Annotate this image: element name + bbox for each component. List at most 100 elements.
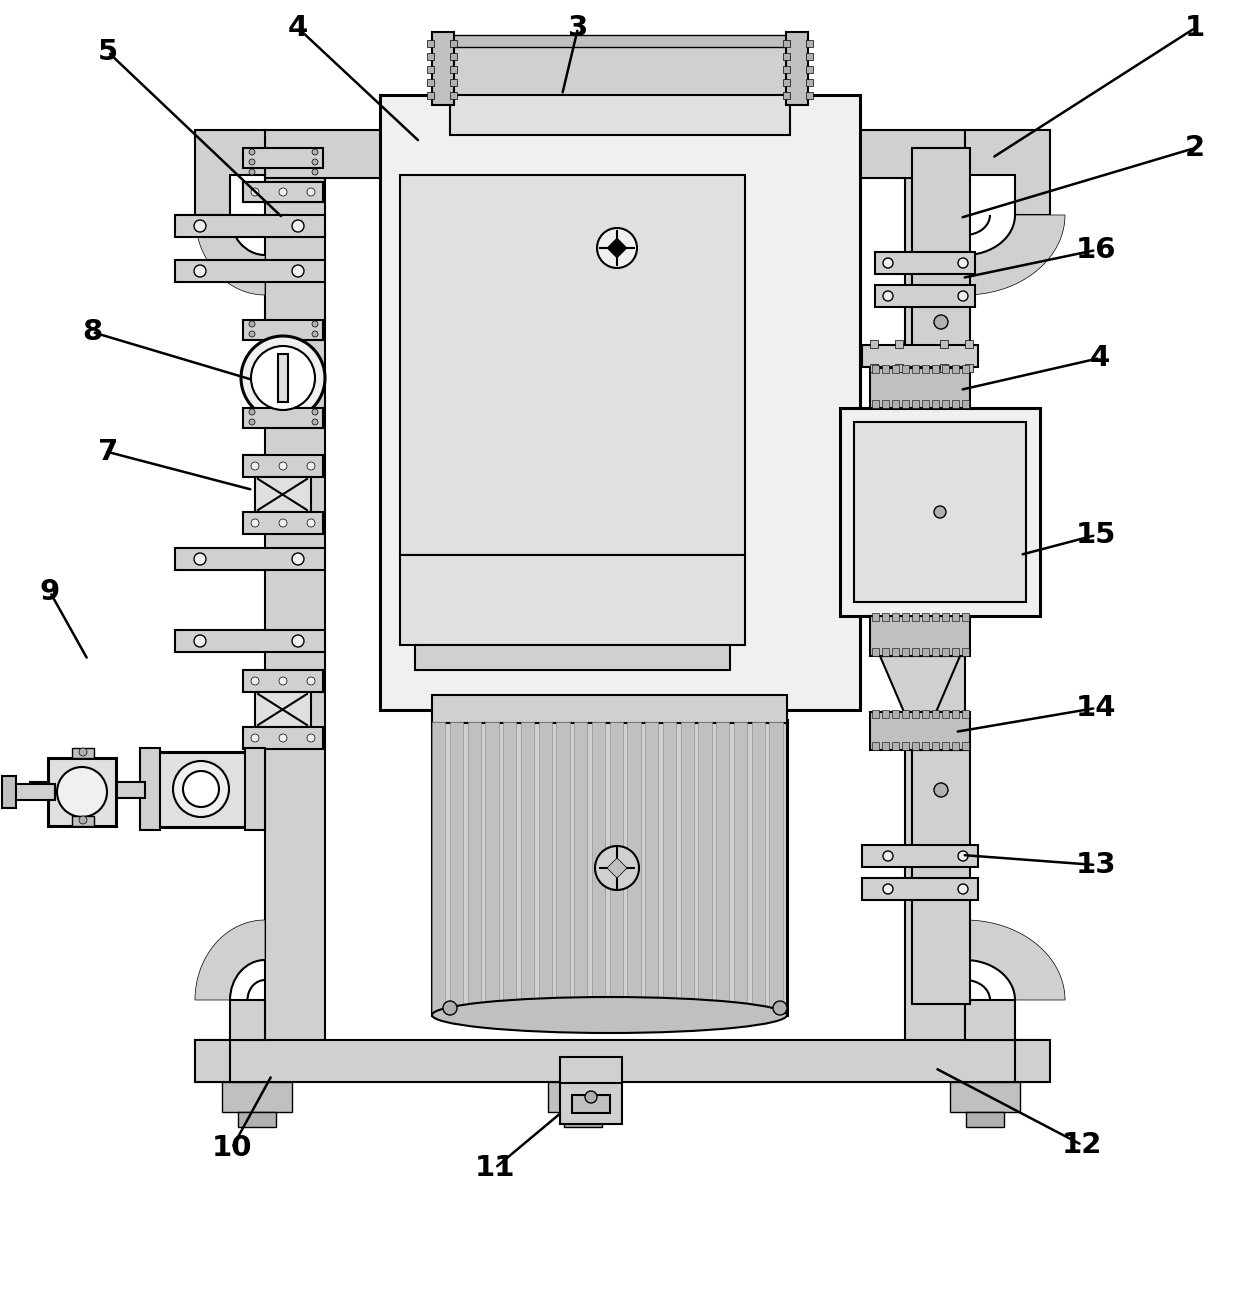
Bar: [901, 648, 909, 656]
Bar: [427, 66, 434, 73]
Circle shape: [308, 462, 315, 470]
Bar: [942, 400, 949, 407]
Bar: [769, 722, 782, 1013]
Circle shape: [312, 321, 317, 328]
Bar: [923, 741, 929, 751]
Bar: [503, 722, 516, 1013]
Polygon shape: [195, 215, 265, 295]
Bar: [195, 1040, 1045, 1082]
Circle shape: [249, 149, 255, 155]
Bar: [895, 341, 903, 348]
Bar: [962, 741, 968, 751]
Circle shape: [595, 846, 639, 889]
Circle shape: [249, 331, 255, 337]
Bar: [882, 648, 889, 656]
Circle shape: [193, 635, 206, 647]
Circle shape: [312, 331, 317, 337]
Bar: [932, 400, 939, 407]
Circle shape: [184, 772, 219, 807]
Bar: [564, 1112, 601, 1127]
Circle shape: [291, 635, 304, 647]
Bar: [450, 66, 458, 73]
Bar: [872, 710, 879, 718]
Bar: [485, 722, 498, 1013]
Bar: [966, 1112, 1004, 1127]
Bar: [872, 648, 879, 656]
Circle shape: [443, 1001, 458, 1015]
Bar: [882, 400, 889, 407]
Circle shape: [596, 228, 637, 269]
Text: 11: 11: [475, 1154, 516, 1182]
Bar: [450, 52, 458, 60]
Circle shape: [312, 159, 317, 165]
Bar: [806, 52, 813, 60]
Bar: [895, 364, 903, 372]
Circle shape: [312, 419, 317, 424]
Circle shape: [883, 291, 893, 301]
Bar: [870, 364, 878, 372]
Bar: [175, 215, 325, 237]
Circle shape: [174, 761, 229, 817]
Circle shape: [312, 169, 317, 176]
Circle shape: [279, 734, 286, 741]
Circle shape: [250, 462, 259, 470]
Bar: [415, 645, 730, 669]
Text: 9: 9: [40, 578, 60, 607]
Bar: [870, 616, 970, 656]
Circle shape: [959, 258, 968, 269]
Bar: [782, 52, 790, 60]
Bar: [940, 364, 949, 372]
Bar: [872, 400, 879, 407]
Circle shape: [193, 220, 206, 232]
Bar: [905, 176, 965, 1045]
Circle shape: [959, 291, 968, 301]
Bar: [872, 365, 879, 373]
Bar: [911, 751, 970, 1003]
Bar: [870, 713, 970, 751]
Text: 15: 15: [1076, 521, 1116, 549]
Text: 16: 16: [1076, 236, 1116, 265]
Polygon shape: [965, 130, 1050, 215]
Bar: [557, 722, 569, 1013]
Bar: [450, 722, 463, 1013]
Circle shape: [279, 677, 286, 685]
Bar: [911, 400, 919, 407]
Bar: [450, 79, 458, 86]
Circle shape: [250, 189, 259, 196]
Text: 5: 5: [98, 38, 118, 66]
Circle shape: [291, 265, 304, 276]
Bar: [681, 722, 694, 1013]
Bar: [243, 182, 322, 202]
Bar: [72, 748, 94, 758]
Circle shape: [241, 335, 325, 421]
Circle shape: [291, 220, 304, 232]
Bar: [450, 92, 458, 100]
Bar: [560, 1082, 622, 1124]
Polygon shape: [608, 238, 627, 258]
Circle shape: [250, 519, 259, 527]
Bar: [806, 66, 813, 73]
Bar: [952, 365, 959, 373]
Bar: [932, 710, 939, 718]
Bar: [782, 66, 790, 73]
Circle shape: [249, 409, 255, 415]
Circle shape: [279, 189, 286, 196]
Bar: [923, 365, 929, 373]
Bar: [872, 613, 879, 621]
Circle shape: [312, 149, 317, 155]
Bar: [923, 613, 929, 621]
Circle shape: [934, 506, 946, 517]
Polygon shape: [965, 920, 1065, 1000]
Bar: [450, 41, 458, 47]
Bar: [379, 96, 861, 710]
Bar: [942, 710, 949, 718]
Bar: [698, 722, 712, 1013]
Bar: [962, 613, 968, 621]
Bar: [782, 92, 790, 100]
Bar: [901, 613, 909, 621]
Circle shape: [57, 766, 107, 817]
Bar: [806, 79, 813, 86]
Bar: [432, 696, 787, 723]
Bar: [870, 341, 878, 348]
Bar: [243, 727, 322, 749]
